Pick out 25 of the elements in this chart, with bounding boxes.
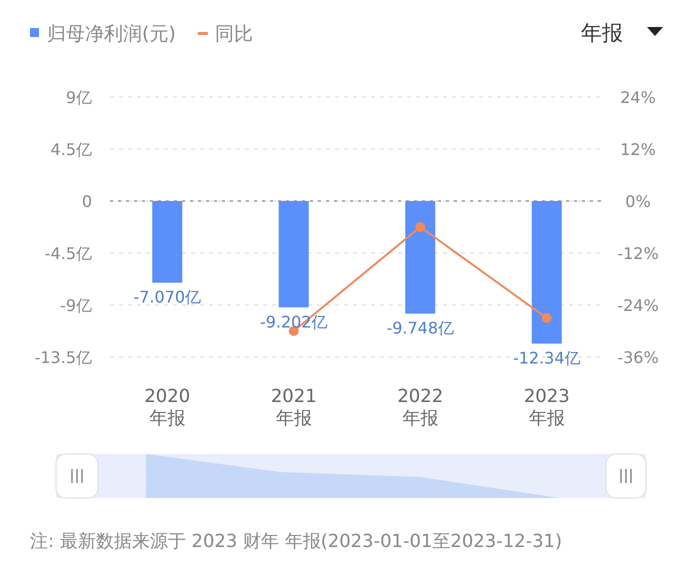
legend-label: 归母净利润(元): [47, 23, 176, 45]
y-tick-label: 4.5亿: [50, 140, 92, 159]
data-label: -7.070亿: [133, 288, 202, 307]
y2-tick-label: 12%: [620, 140, 656, 159]
y-tick-label: 0: [82, 192, 92, 211]
x-tick-label: 2021 年报: [270, 386, 317, 429]
point: [415, 222, 426, 232]
y-tick-label: 9亿: [66, 88, 92, 107]
y2-tick-label: 0%: [625, 192, 651, 211]
point: [542, 313, 552, 323]
data-label: -9.748亿: [386, 318, 454, 338]
x-tick-label: 2023 年报: [524, 386, 570, 429]
x-tick-label: 2020 年报: [144, 386, 190, 429]
y2-tick-label: 24%: [620, 88, 656, 107]
text: 注: 最新数据来源于 2023 财年 年报(2023-01-01至2023-12-31): [30, 531, 562, 552]
data-label: -12.34亿: [512, 348, 581, 368]
text: 年报: [581, 21, 623, 45]
legend-label: 同比: [214, 23, 253, 45]
x-tick-label: 2022 年报: [397, 386, 444, 429]
y2-tick-label: -12%: [617, 244, 659, 263]
y2-tick-label: -24%: [617, 296, 659, 315]
y-tick-label: -4.5亿: [44, 244, 92, 263]
y-tick-label: -13.5亿: [34, 348, 92, 367]
y-tick-label: -9亿: [60, 296, 92, 315]
y2-tick-label: -36%: [617, 348, 659, 367]
